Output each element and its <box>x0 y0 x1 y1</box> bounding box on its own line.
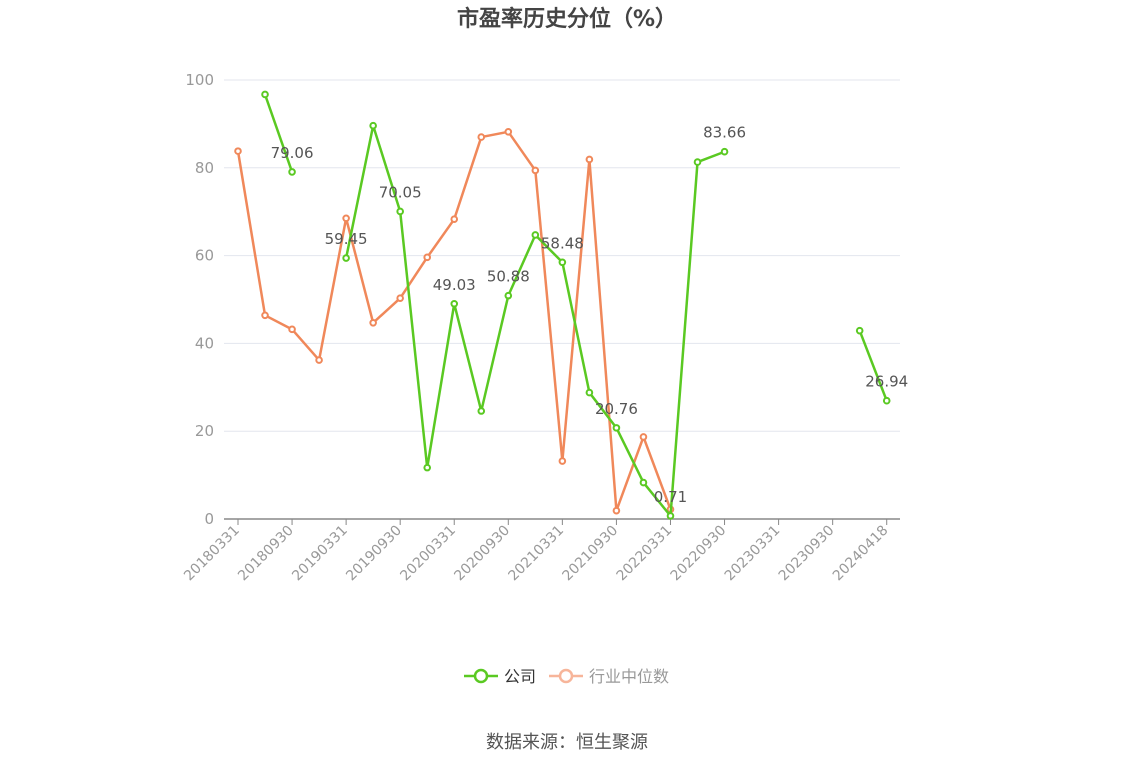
data-point <box>234 147 242 155</box>
series-group <box>234 90 891 520</box>
x-tick-label: 20240418 <box>830 523 892 585</box>
series-line <box>263 94 294 173</box>
data-point <box>639 478 648 487</box>
y-tick-label: 60 <box>195 247 214 265</box>
data-point <box>639 433 648 441</box>
y-axis: 0 20 40 60 80 100 <box>185 71 214 528</box>
data-point <box>450 299 459 308</box>
data-point <box>450 215 459 223</box>
data-point <box>288 325 296 334</box>
legend-marker <box>558 668 574 684</box>
x-tick-label: 20190331 <box>289 523 351 585</box>
data-point <box>477 133 486 141</box>
x-tick-label: 20230331 <box>722 523 784 585</box>
x-tick-label: 20180331 <box>181 523 243 585</box>
x-tick-label: 20230930 <box>776 523 838 585</box>
data-label: 50.88 <box>487 268 530 286</box>
data-point <box>261 311 269 320</box>
x-tick-label: 20220331 <box>614 523 676 585</box>
data-label: 70.05 <box>379 183 422 201</box>
data-point <box>423 463 432 472</box>
data-point <box>504 291 513 300</box>
data-point <box>585 155 594 164</box>
data-label: 83.66 <box>703 124 746 142</box>
legend-item: 行业中位数 <box>549 667 669 686</box>
data-point <box>558 457 567 465</box>
data-point <box>315 356 323 364</box>
series-industry-median <box>234 128 675 515</box>
x-tick-label: 20190930 <box>343 523 405 585</box>
series-company <box>261 90 891 520</box>
data-point <box>531 231 540 239</box>
data-label: 26.94 <box>865 373 908 391</box>
data-point <box>396 294 404 302</box>
data-point <box>342 214 350 223</box>
legend: 公司 行业中位数 <box>464 667 669 686</box>
data-point <box>504 128 513 136</box>
data-label: 49.03 <box>433 276 476 294</box>
data-point <box>882 396 891 405</box>
data-point <box>261 90 269 99</box>
y-tick-label: 100 <box>185 71 214 89</box>
data-point <box>612 506 621 515</box>
data-point <box>342 254 350 262</box>
data-point <box>720 147 729 156</box>
y-tick-label: 80 <box>195 159 214 177</box>
data-labels: 79.06 59.45 70.05 49.03 50.88 58.48 20.76 0.71 8… <box>271 124 909 506</box>
data-point <box>369 121 377 130</box>
x-tick-label: 20210930 <box>560 523 622 585</box>
y-tick-label: 40 <box>195 334 214 352</box>
legend-label: 公司 <box>504 667 536 686</box>
x-tick-label: 20210331 <box>505 523 567 585</box>
data-point <box>666 512 675 520</box>
data-point <box>531 166 540 175</box>
data-point <box>693 158 702 166</box>
data-label: 59.45 <box>325 230 368 248</box>
x-tick-label: 20200331 <box>397 523 459 585</box>
data-point <box>585 388 594 397</box>
x-tick-label: 20200930 <box>451 523 513 585</box>
data-label: 20.76 <box>595 400 638 418</box>
legend-label: 行业中位数 <box>589 667 669 686</box>
grid <box>224 79 900 432</box>
source-note: 数据来源：恒生聚源 <box>486 732 648 753</box>
data-point <box>288 168 296 176</box>
x-tick-label: 20220930 <box>668 523 730 585</box>
data-point <box>396 207 404 216</box>
series-line <box>236 130 672 512</box>
y-tick-label: 20 <box>195 422 214 440</box>
series-line <box>858 330 888 402</box>
data-point <box>369 318 377 327</box>
x-tick-label: 20180930 <box>235 523 297 585</box>
y-tick-label: 0 <box>204 510 214 528</box>
data-point <box>612 424 621 432</box>
x-axis: 2018033120180930201903312019093020200331… <box>181 518 900 585</box>
data-point <box>423 253 432 262</box>
data-point <box>855 326 864 335</box>
data-label: 58.48 <box>541 234 584 252</box>
legend-item: 公司 <box>464 667 536 686</box>
data-label: 0.71 <box>654 488 687 506</box>
chart-title: 市盈率历史分位（%） <box>457 6 677 32</box>
data-label: 79.06 <box>271 144 314 162</box>
data-point <box>558 258 567 267</box>
legend-marker <box>473 668 489 684</box>
data-point <box>477 407 486 415</box>
